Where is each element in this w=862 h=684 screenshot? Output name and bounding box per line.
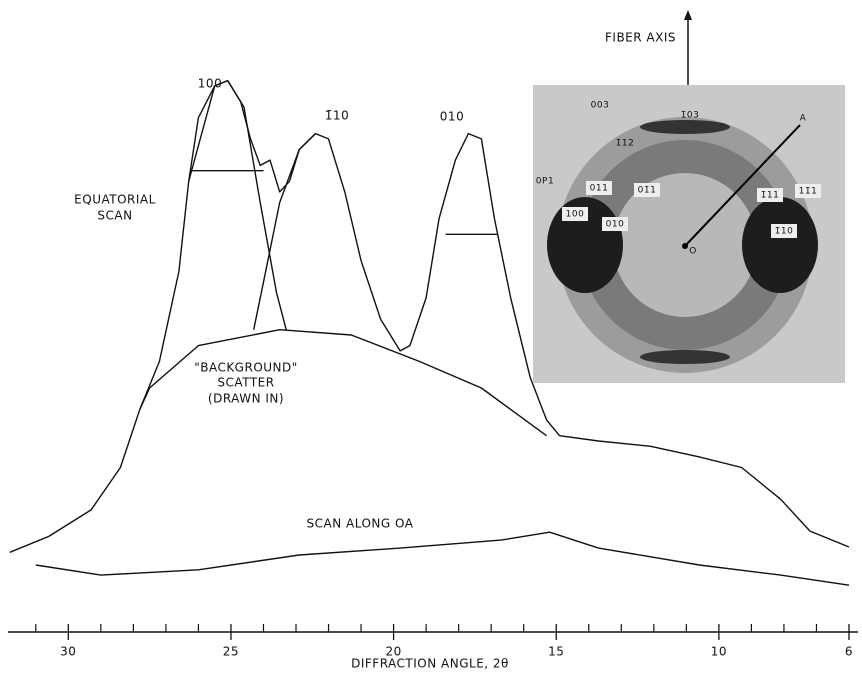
x-tick-label: 20 [385,645,401,659]
label-box [602,217,628,231]
scan-curve [139,329,547,437]
photo-label: 1̄03 [681,111,700,121]
x-tick-label: 6 [845,645,853,659]
annotation: SCAN ALONG OA [307,517,414,531]
scan-curve [35,531,850,586]
fiber-axis-label: FIBER AXIS [605,31,676,45]
x-tick-label: 25 [223,645,239,659]
label-box [586,181,612,195]
label-box [795,184,821,198]
annotation: EQUATORIAL [74,193,156,207]
scan-curve [9,79,850,553]
photo-label: 1̄10 [775,227,794,237]
photo-label: 1̄12 [616,139,635,149]
photo-label: 11̄1 [799,187,818,197]
x-tick-label: 30 [60,645,76,659]
x-tick-label: 15 [548,645,564,659]
x-axis-label: DIFFRACTION ANGLE, 2θ [351,657,509,671]
meridional-arc [640,350,730,364]
annotation: (DRAWN IN) [208,392,284,406]
label-box [771,224,797,238]
label-box [562,207,588,221]
annotation: "BACKGROUND" [194,361,298,375]
label-box [757,188,783,202]
oa-line [684,124,801,247]
photo-label: 0P1 [536,177,554,187]
diffraction-photo: FIBER AXIS 003 1̄03 1̄12 0P1 011 01̄1 100 010 1̄1… [533,10,845,383]
annotation: 010 [440,110,464,124]
annotation: 1̄10 [325,109,349,123]
photo-label: O [689,247,697,257]
arrow-head [684,10,692,20]
scan-curve [188,79,287,330]
scan-curve [253,133,316,330]
x-tick-label: 10 [711,645,727,659]
photo-label: 010 [606,220,625,230]
equatorial-reflection [742,197,818,293]
photo-label: 003 [591,101,610,111]
label-box [634,183,660,197]
photo-label: A [800,114,807,124]
annotation: SCAN [97,209,132,223]
origin-dot [682,243,688,249]
photo-label: 011 [590,184,609,194]
photo-label: 01̄1 [638,186,657,196]
annotation: 100 [198,77,222,91]
photo-label: 1̄11 [761,191,780,201]
meridional-arc [640,120,730,134]
photo-label: 100 [566,210,585,220]
annotation: SCATTER [217,376,274,390]
